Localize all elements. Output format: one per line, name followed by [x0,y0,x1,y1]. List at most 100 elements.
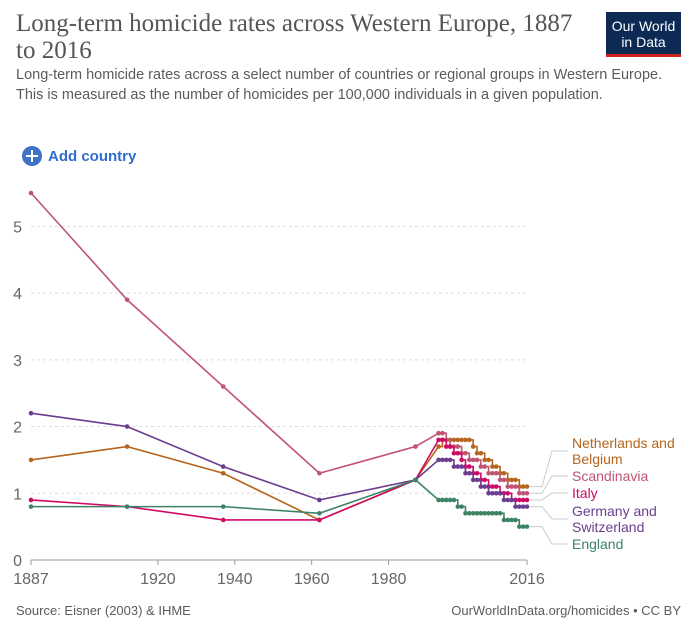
x-tick-label: 2016 [509,571,545,588]
data-point [520,484,526,489]
data-point [474,450,480,456]
data-point [509,517,514,523]
data-point [440,497,445,503]
data-point [493,490,499,496]
data-point [220,464,226,469]
data-point [440,430,445,436]
data-point [513,484,518,489]
data-point [436,457,441,463]
data-point [486,510,491,516]
data-point [124,504,130,509]
y-tick-label: 1 [13,486,22,503]
data-point [451,497,457,503]
data-point [470,444,476,449]
data-point [467,470,472,476]
data-point [497,490,503,496]
data-point [451,450,457,456]
data-point [220,470,226,476]
legend-label: Switzerland [572,519,644,535]
data-point [478,484,484,489]
data-point [467,510,472,516]
data-point [474,457,480,463]
data-point [517,490,522,496]
data-point [486,490,491,496]
x-tick-label: 1960 [294,571,330,588]
data-point [513,517,518,523]
series-line [30,412,527,508]
legend-label: Italy [572,485,598,501]
legend-label: Netherlands and [572,435,675,451]
data-point [509,497,514,503]
plus-circle-icon [22,146,42,166]
legend-label: Germany and [572,503,657,519]
data-point [478,510,484,516]
data-point [482,510,488,516]
data-point [463,510,468,516]
legend-connector [530,506,568,520]
data-point [463,470,468,476]
data-point [28,410,34,416]
data-point [524,490,530,496]
data-point [490,464,495,469]
data-point [317,497,322,503]
legend-connector [530,450,568,488]
data-point [470,457,476,463]
data-point [482,477,488,483]
data-point [520,504,526,509]
data-point [455,504,461,509]
data-point [443,457,449,463]
data-point [517,497,522,503]
data-point [490,490,495,496]
data-point [455,444,461,449]
y-tick-label: 0 [13,553,22,570]
data-point [467,464,472,469]
data-point [459,457,464,463]
data-point [490,470,495,476]
data-point [455,437,461,443]
data-point [493,470,499,476]
data-point [470,477,476,483]
data-point [474,510,480,516]
data-point [490,484,495,489]
chart-subtitle: Long-term homicide rates across a select… [16,67,663,103]
data-point [436,444,441,449]
data-point [455,450,461,456]
data-point [220,504,226,509]
data-point [493,510,499,516]
data-point [482,484,488,489]
data-point [520,490,526,496]
legend-label: Scandinavia [572,468,648,484]
data-point [517,524,522,529]
data-point [482,457,488,463]
logo-line2: in Data [621,34,666,50]
data-point [470,510,476,516]
license-link[interactable]: OurWorldInData.org/homicides • CC BY [451,603,681,618]
source-note[interactable]: Source: Eisner (2003) & IHME [16,603,191,618]
data-point [220,384,226,389]
y-tick-label: 3 [13,353,22,370]
add-country-label: Add country [48,147,137,165]
data-point [124,444,130,449]
data-point [463,450,468,456]
data-point [505,497,511,503]
data-point [436,497,441,503]
legend-connector [530,475,568,494]
data-point [505,490,511,496]
data-point [501,470,507,476]
data-point [474,477,480,483]
data-point [490,510,495,516]
legend-connector [530,526,568,545]
data-point [463,437,468,443]
data-point [440,437,445,443]
data-point [501,517,507,523]
data-point [440,457,445,463]
data-point [459,504,464,509]
data-point [124,297,130,303]
add-country-button[interactable]: Add country [22,146,136,166]
data-point [317,510,322,516]
data-point [413,477,418,483]
data-point [505,517,511,523]
data-point [486,457,491,463]
data-point [436,437,441,443]
owid-logo[interactable]: Our World in Data [606,12,681,57]
